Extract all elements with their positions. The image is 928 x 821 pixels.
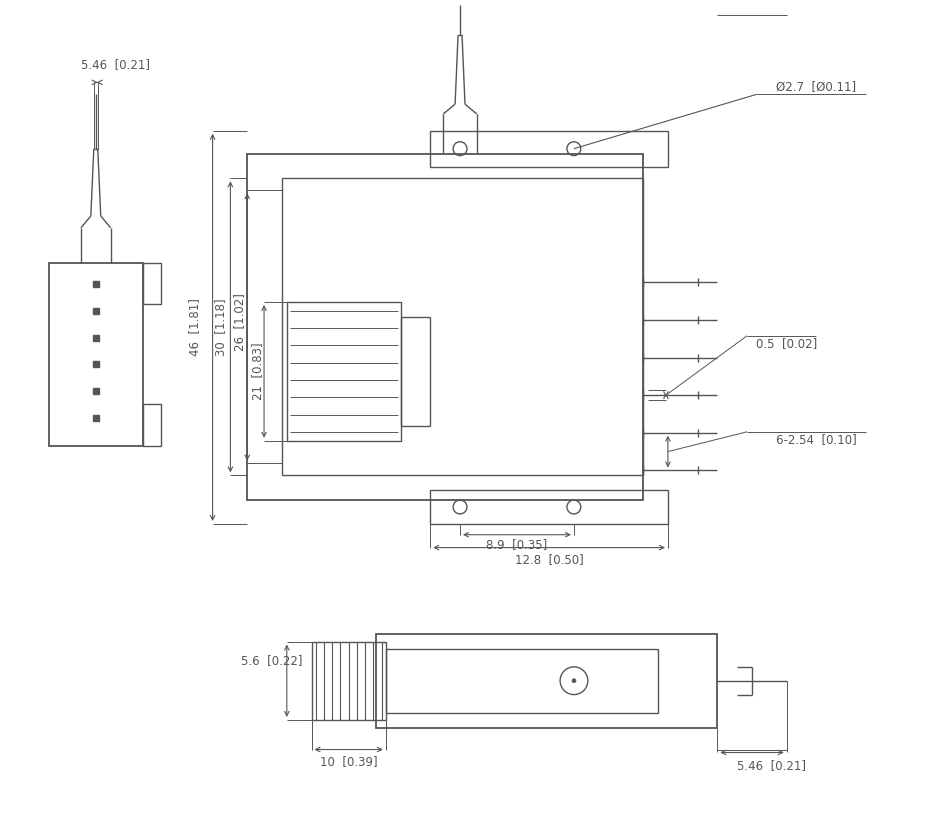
Text: 30  [1.18]: 30 [1.18] bbox=[213, 298, 226, 355]
Circle shape bbox=[572, 679, 575, 683]
Text: 10  [0.39]: 10 [0.39] bbox=[319, 754, 377, 768]
Bar bbox=[385, 649, 657, 713]
Text: 5.46  [0.21]: 5.46 [0.21] bbox=[737, 759, 806, 772]
Bar bbox=[430, 131, 667, 167]
Text: 5.46  [0.21]: 5.46 [0.21] bbox=[81, 58, 150, 71]
Bar bbox=[430, 490, 667, 524]
Text: 8.9  [0.35]: 8.9 [0.35] bbox=[486, 538, 547, 551]
Bar bbox=[247, 154, 642, 500]
Text: 46  [1.81]: 46 [1.81] bbox=[188, 298, 201, 356]
Text: Ø2.7  [Ø0.11]: Ø2.7 [Ø0.11] bbox=[776, 80, 856, 93]
Text: 12.8  [0.50]: 12.8 [0.50] bbox=[514, 553, 583, 566]
Text: 5.6  [0.22]: 5.6 [0.22] bbox=[241, 654, 303, 667]
Bar bbox=[281, 178, 642, 475]
Text: 21  [0.83]: 21 [0.83] bbox=[251, 342, 264, 400]
Bar bbox=[376, 634, 716, 727]
Bar bbox=[311, 642, 385, 720]
Bar bbox=[143, 404, 161, 446]
Text: 6-2.54  [0.10]: 6-2.54 [0.10] bbox=[775, 433, 856, 446]
Bar bbox=[400, 317, 430, 426]
Text: 0.5  [0.02]: 0.5 [0.02] bbox=[755, 337, 817, 351]
Text: 26  [1.02]: 26 [1.02] bbox=[233, 293, 246, 351]
Bar bbox=[143, 263, 161, 304]
Bar bbox=[287, 302, 400, 441]
Bar bbox=[49, 263, 143, 446]
